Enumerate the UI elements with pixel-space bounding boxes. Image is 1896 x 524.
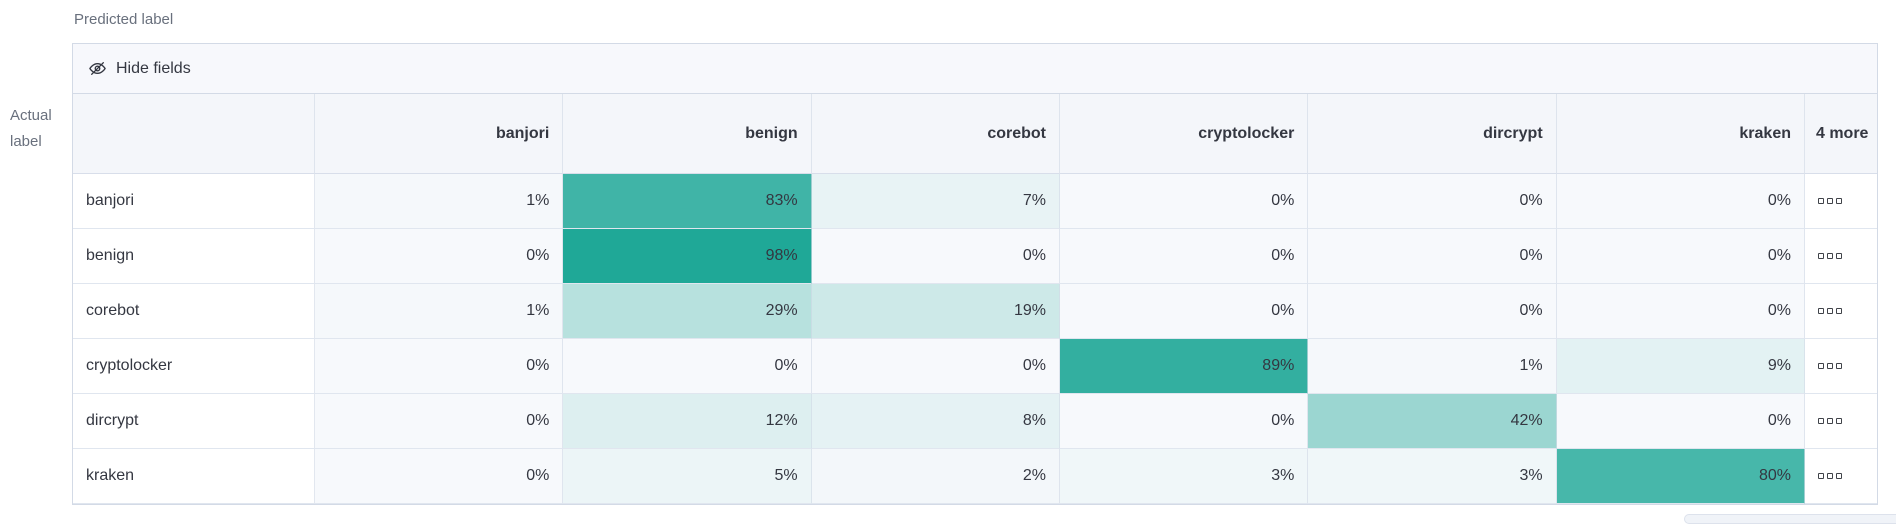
matrix-cell-banjori-benign: 83% bbox=[563, 174, 812, 229]
matrix-cell-kraken-benign: 5% bbox=[563, 449, 812, 504]
matrix-cell-banjori-kraken: 0% bbox=[1556, 174, 1805, 229]
matrix-cell-cryptolocker-benign: 0% bbox=[563, 339, 812, 394]
boxes-horizontal-icon bbox=[1817, 253, 1824, 259]
more-columns-cell[interactable] bbox=[1804, 284, 1877, 339]
more-columns-header[interactable]: 4 more bbox=[1804, 94, 1877, 174]
row-label-dircrypt: dircrypt bbox=[73, 394, 315, 449]
matrix-cell-dircrypt-banjori: 0% bbox=[315, 394, 564, 449]
matrix-cell-benign-benign: 98% bbox=[563, 229, 812, 284]
boxes-horizontal-icon bbox=[1817, 363, 1824, 369]
boxes-horizontal-icon bbox=[1817, 198, 1824, 204]
data-grid-panel: Hide fields banjori benign corebot cryptolo… bbox=[72, 43, 1878, 505]
matrix-cell-benign-banjori: 0% bbox=[315, 229, 564, 284]
column-header-corebot[interactable]: corebot bbox=[811, 94, 1060, 174]
matrix-cell-cryptolocker-banjori: 0% bbox=[315, 339, 564, 394]
matrix-cell-cryptolocker-cryptolocker: 89% bbox=[1059, 339, 1309, 394]
matrix-cell-kraken-dircrypt: 3% bbox=[1308, 449, 1557, 504]
matrix-cell-dircrypt-kraken: 0% bbox=[1556, 394, 1805, 449]
actual-axis-label: Actual label bbox=[10, 107, 52, 150]
boxes-horizontal-icon bbox=[1817, 418, 1824, 424]
matrix-cell-dircrypt-benign: 12% bbox=[563, 394, 812, 449]
matrix-cell-dircrypt-dircrypt: 42% bbox=[1308, 394, 1557, 449]
matrix-cell-corebot-cryptolocker: 0% bbox=[1059, 284, 1309, 339]
boxes-horizontal-icon bbox=[1826, 308, 1833, 314]
matrix-cell-cryptolocker-kraken: 9% bbox=[1556, 339, 1805, 394]
matrix-cell-banjori-banjori: 1% bbox=[315, 174, 564, 229]
row-label-benign: benign bbox=[73, 229, 315, 284]
hide-fields-button[interactable]: Hide fields bbox=[88, 59, 191, 78]
more-columns-cell[interactable] bbox=[1804, 449, 1877, 504]
matrix-cell-corebot-benign: 29% bbox=[563, 284, 812, 339]
row-label-kraken: kraken bbox=[73, 449, 315, 504]
grid-toolbar: Hide fields bbox=[73, 44, 1877, 94]
column-header-banjori[interactable]: banjori bbox=[315, 94, 564, 174]
matrix-cell-banjori-dircrypt: 0% bbox=[1308, 174, 1557, 229]
matrix-cell-cryptolocker-corebot: 0% bbox=[811, 339, 1060, 394]
boxes-horizontal-icon bbox=[1835, 418, 1842, 424]
column-header-cryptolocker[interactable]: cryptolocker bbox=[1059, 94, 1309, 174]
matrix-cell-benign-corebot: 0% bbox=[811, 229, 1060, 284]
matrix-cell-kraken-corebot: 2% bbox=[811, 449, 1060, 504]
row-label-corebot: corebot bbox=[73, 284, 315, 339]
boxes-horizontal-icon bbox=[1826, 253, 1833, 259]
matrix-cell-kraken-kraken: 80% bbox=[1556, 449, 1805, 504]
matrix-cell-banjori-corebot: 7% bbox=[811, 174, 1060, 229]
boxes-horizontal-icon bbox=[1826, 418, 1833, 424]
boxes-horizontal-icon bbox=[1835, 308, 1842, 314]
boxes-horizontal-icon bbox=[1835, 253, 1842, 259]
column-header-benign[interactable]: benign bbox=[563, 94, 812, 174]
boxes-horizontal-icon bbox=[1835, 198, 1842, 204]
matrix-cell-kraken-banjori: 0% bbox=[315, 449, 564, 504]
row-label-cryptolocker: cryptolocker bbox=[73, 339, 315, 394]
boxes-horizontal-icon bbox=[1826, 363, 1833, 369]
horizontal-scrollbar[interactable] bbox=[1684, 514, 1896, 524]
matrix-cell-benign-kraken: 0% bbox=[1556, 229, 1805, 284]
matrix-cell-cryptolocker-dircrypt: 1% bbox=[1308, 339, 1557, 394]
matrix-cell-corebot-corebot: 19% bbox=[811, 284, 1060, 339]
boxes-horizontal-icon bbox=[1817, 473, 1824, 479]
matrix-cell-dircrypt-cryptolocker: 0% bbox=[1059, 394, 1309, 449]
matrix-cell-corebot-dircrypt: 0% bbox=[1308, 284, 1557, 339]
boxes-horizontal-icon bbox=[1826, 198, 1833, 204]
matrix-cell-banjori-cryptolocker: 0% bbox=[1059, 174, 1309, 229]
eye-closed-icon bbox=[89, 61, 106, 76]
boxes-horizontal-icon bbox=[1835, 473, 1842, 479]
matrix-cell-benign-cryptolocker: 0% bbox=[1059, 229, 1309, 284]
row-label-banjori: banjori bbox=[73, 174, 315, 229]
row-label-column-header bbox=[73, 94, 315, 174]
boxes-horizontal-icon bbox=[1826, 473, 1833, 479]
hide-fields-label: Hide fields bbox=[116, 59, 191, 77]
boxes-horizontal-icon bbox=[1835, 363, 1842, 369]
more-columns-cell[interactable] bbox=[1804, 394, 1877, 449]
column-header-kraken[interactable]: kraken bbox=[1556, 94, 1805, 174]
more-columns-cell[interactable] bbox=[1804, 229, 1877, 284]
matrix-cell-dircrypt-corebot: 8% bbox=[811, 394, 1060, 449]
column-header-dircrypt[interactable]: dircrypt bbox=[1308, 94, 1557, 174]
matrix-cell-kraken-cryptolocker: 3% bbox=[1059, 449, 1309, 504]
confusion-matrix-grid: banjori benign corebot cryptolocker dircrypt… bbox=[73, 94, 1877, 504]
more-columns-cell[interactable] bbox=[1804, 339, 1877, 394]
boxes-horizontal-icon bbox=[1817, 308, 1824, 314]
predicted-axis-label: Predicted label bbox=[74, 11, 174, 28]
matrix-cell-corebot-kraken: 0% bbox=[1556, 284, 1805, 339]
matrix-cell-corebot-banjori: 1% bbox=[315, 284, 564, 339]
matrix-cell-benign-dircrypt: 0% bbox=[1308, 229, 1557, 284]
more-columns-cell[interactable] bbox=[1804, 174, 1877, 229]
